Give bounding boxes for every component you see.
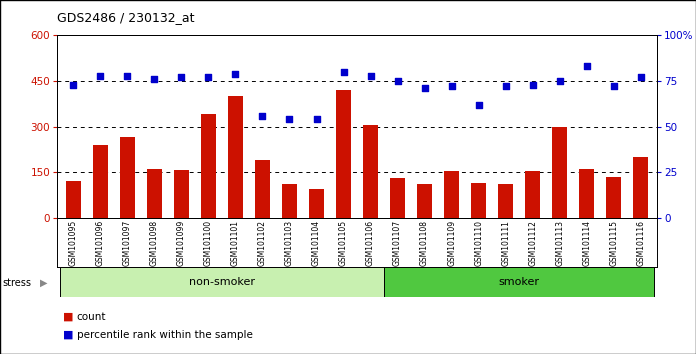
- Text: GSM101108: GSM101108: [420, 220, 429, 266]
- Point: [392, 78, 403, 84]
- Text: GSM101105: GSM101105: [339, 220, 348, 266]
- Text: GSM101102: GSM101102: [258, 220, 267, 266]
- Bar: [498, 184, 513, 218]
- Text: GSM101106: GSM101106: [366, 220, 375, 266]
- Bar: [606, 177, 622, 218]
- Point: [581, 64, 592, 69]
- Point: [419, 85, 430, 91]
- Bar: [282, 184, 297, 218]
- Bar: [579, 169, 594, 218]
- Point: [257, 113, 268, 119]
- Point: [635, 74, 647, 80]
- Bar: [66, 181, 81, 218]
- Point: [338, 69, 349, 75]
- Bar: [228, 96, 243, 218]
- Text: GSM101112: GSM101112: [528, 220, 537, 266]
- Text: stress: stress: [3, 278, 32, 288]
- Text: GSM101095: GSM101095: [69, 220, 78, 266]
- Text: GSM101101: GSM101101: [231, 220, 240, 266]
- Bar: [93, 145, 108, 218]
- Point: [527, 82, 538, 87]
- Point: [554, 78, 565, 84]
- Bar: [255, 160, 270, 218]
- Text: GSM101114: GSM101114: [583, 220, 592, 266]
- Text: count: count: [77, 312, 106, 322]
- Bar: [60, 267, 384, 297]
- Bar: [363, 125, 378, 218]
- Point: [230, 71, 241, 76]
- Text: GSM101099: GSM101099: [177, 220, 186, 266]
- Text: non-smoker: non-smoker: [189, 277, 255, 287]
- Text: GSM101115: GSM101115: [609, 220, 618, 266]
- Text: GSM101116: GSM101116: [636, 220, 645, 266]
- Bar: [147, 169, 161, 218]
- Text: GSM101113: GSM101113: [555, 220, 564, 266]
- Bar: [309, 189, 324, 218]
- Point: [446, 84, 457, 89]
- Point: [608, 84, 619, 89]
- Point: [176, 74, 187, 80]
- Text: GSM101111: GSM101111: [501, 220, 510, 266]
- Bar: [120, 137, 135, 218]
- Text: GSM101107: GSM101107: [393, 220, 402, 266]
- Text: GSM101103: GSM101103: [285, 220, 294, 266]
- Text: GSM101110: GSM101110: [474, 220, 483, 266]
- Text: GSM101100: GSM101100: [204, 220, 213, 266]
- Point: [500, 84, 512, 89]
- Bar: [444, 171, 459, 218]
- Text: ■: ■: [63, 312, 73, 322]
- Text: smoker: smoker: [499, 277, 539, 287]
- Point: [122, 73, 133, 78]
- Point: [68, 82, 79, 87]
- Point: [284, 116, 295, 122]
- Point: [203, 74, 214, 80]
- Point: [149, 76, 160, 82]
- Bar: [471, 183, 486, 218]
- Text: percentile rank within the sample: percentile rank within the sample: [77, 330, 253, 339]
- Bar: [553, 127, 567, 218]
- Bar: [384, 267, 654, 297]
- Point: [473, 102, 484, 108]
- Text: GSM101109: GSM101109: [447, 220, 456, 266]
- Bar: [525, 171, 540, 218]
- Bar: [201, 114, 216, 218]
- Text: ▶: ▶: [40, 278, 48, 288]
- Bar: [633, 157, 648, 218]
- Text: ■: ■: [63, 330, 73, 339]
- Text: GDS2486 / 230132_at: GDS2486 / 230132_at: [57, 11, 195, 24]
- Text: GSM101104: GSM101104: [312, 220, 321, 266]
- Text: GSM101097: GSM101097: [122, 220, 132, 266]
- Point: [311, 116, 322, 122]
- Point: [365, 73, 376, 78]
- Text: GSM101096: GSM101096: [96, 220, 105, 266]
- Bar: [336, 90, 351, 218]
- Bar: [417, 184, 432, 218]
- Bar: [390, 178, 405, 218]
- Text: GSM101098: GSM101098: [150, 220, 159, 266]
- Point: [95, 73, 106, 78]
- Bar: [174, 170, 189, 218]
